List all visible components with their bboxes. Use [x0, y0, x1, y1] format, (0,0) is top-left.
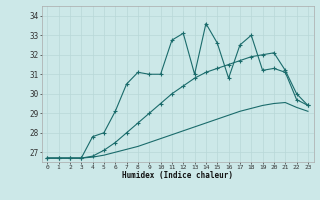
X-axis label: Humidex (Indice chaleur): Humidex (Indice chaleur) [122, 171, 233, 180]
